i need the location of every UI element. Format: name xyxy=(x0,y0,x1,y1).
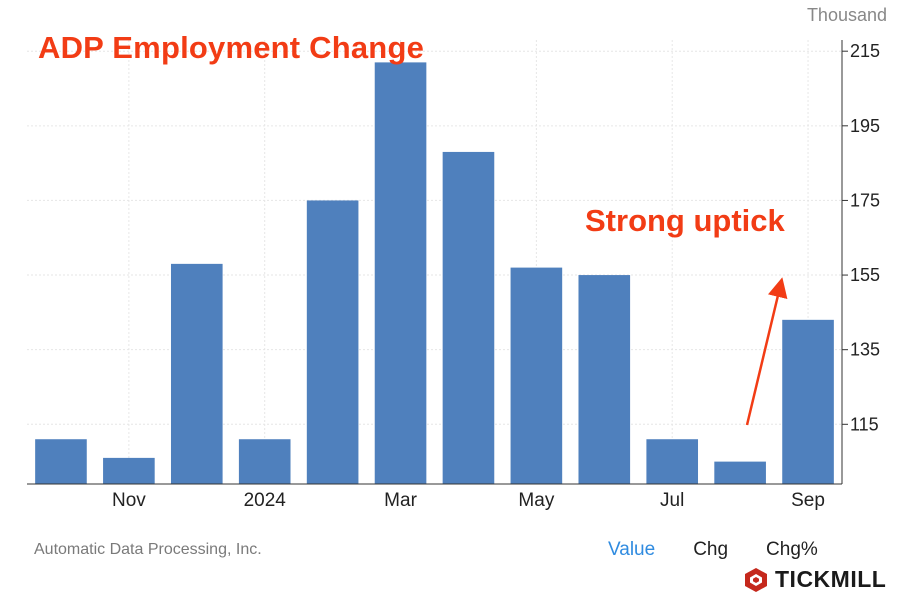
annotation-arrow xyxy=(745,277,788,426)
tab-chg-percent[interactable]: Chg% xyxy=(766,539,818,560)
y-tick-label: 215 xyxy=(850,41,880,61)
tab-chg[interactable]: Chg xyxy=(693,539,729,560)
x-tick-label: Nov xyxy=(112,490,146,511)
brand-logo: TICKMILL xyxy=(743,566,886,593)
bar-nov-2023 xyxy=(103,457,155,484)
bar-mar-2024 xyxy=(374,62,427,484)
brand-name: TICKMILL xyxy=(775,566,887,592)
bar-sep-2024 xyxy=(782,319,834,484)
y-tick-label: 155 xyxy=(850,265,880,285)
bar-aug-2024 xyxy=(714,461,766,484)
series-mode-tabs: Value Chg Chg% xyxy=(608,539,818,561)
source-label: Automatic Data Processing, Inc. xyxy=(34,541,262,558)
y-tick-label: 115 xyxy=(850,414,879,434)
bars xyxy=(35,62,834,484)
x-tick-label: Mar xyxy=(384,490,417,511)
y-tick-label: 175 xyxy=(850,190,880,210)
bar-jan-2024 xyxy=(238,439,291,484)
y-tick-label: 195 xyxy=(850,116,880,136)
bar-jun-2024 xyxy=(578,275,631,484)
bar-oct-2023 xyxy=(35,439,87,484)
x-tick-label: Sep xyxy=(791,490,825,511)
bar-may-2024 xyxy=(510,267,563,484)
annotation-text: Strong uptick xyxy=(585,203,785,238)
x-tick-label: 2024 xyxy=(244,490,287,511)
bar-jul-2024 xyxy=(646,439,699,484)
uptick-arrow-icon xyxy=(745,277,788,426)
axes: 115 135 155 175 195 215 Nov 2024 Mar May Jul Sep xyxy=(27,40,880,511)
x-tick-label: Jul xyxy=(660,490,684,511)
bar-feb-2024 xyxy=(306,200,359,484)
bar-apr-2024 xyxy=(442,151,495,484)
tickmill-logo-icon xyxy=(745,567,767,592)
gridlines xyxy=(27,40,842,484)
y-tick-label: 135 xyxy=(850,340,880,360)
x-tick-label: May xyxy=(518,490,554,511)
bar-dec-2023 xyxy=(170,263,223,484)
chart-title: ADP Employment Change xyxy=(38,30,425,65)
tab-value[interactable]: Value xyxy=(608,539,656,560)
unit-label: Thousand xyxy=(806,5,887,25)
